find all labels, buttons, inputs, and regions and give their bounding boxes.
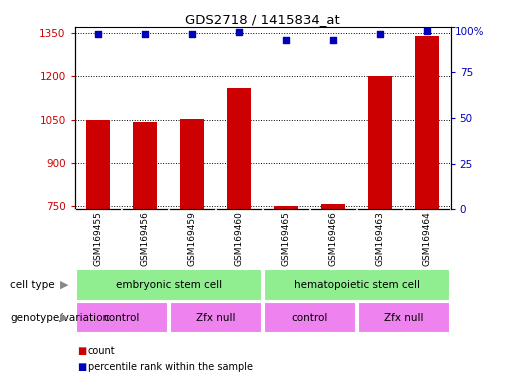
Text: count: count — [88, 346, 115, 356]
Text: GSM169464: GSM169464 — [423, 211, 432, 266]
Point — [423, 28, 431, 34]
Bar — [76, 302, 168, 333]
Text: GSM169463: GSM169463 — [375, 211, 385, 266]
Text: ■: ■ — [77, 346, 87, 356]
Text: genotype/variation: genotype/variation — [10, 313, 109, 323]
Point — [188, 31, 196, 37]
Text: control: control — [104, 313, 140, 323]
Text: ▶: ▶ — [60, 280, 68, 290]
Text: GSM169465: GSM169465 — [282, 211, 290, 266]
Bar — [180, 119, 204, 209]
Bar — [228, 88, 251, 209]
Bar — [264, 270, 450, 301]
Text: GSM169466: GSM169466 — [329, 211, 338, 266]
Point — [235, 29, 243, 35]
Text: Zfx null: Zfx null — [384, 313, 423, 323]
Bar — [133, 122, 157, 209]
Point — [329, 36, 337, 43]
Bar — [416, 36, 439, 209]
Bar — [357, 302, 450, 333]
Text: control: control — [291, 313, 328, 323]
Text: ▶: ▶ — [60, 313, 68, 323]
Text: percentile rank within the sample: percentile rank within the sample — [88, 362, 252, 372]
Text: GSM169455: GSM169455 — [94, 211, 102, 266]
Point — [141, 31, 149, 37]
Text: ■: ■ — [77, 362, 87, 372]
Text: Zfx null: Zfx null — [196, 313, 235, 323]
Text: embryonic stem cell: embryonic stem cell — [115, 280, 222, 290]
Point — [282, 36, 290, 43]
Text: GSM169460: GSM169460 — [235, 211, 244, 266]
Bar — [76, 270, 262, 301]
Bar — [274, 206, 298, 209]
Title: GDS2718 / 1415834_at: GDS2718 / 1415834_at — [185, 13, 340, 26]
Text: GSM169456: GSM169456 — [141, 211, 150, 266]
Text: hematopoietic stem cell: hematopoietic stem cell — [294, 280, 420, 290]
Point — [376, 31, 384, 37]
Point — [94, 31, 102, 37]
Text: cell type: cell type — [10, 280, 55, 290]
Bar — [264, 302, 356, 333]
Bar — [368, 76, 392, 209]
Bar — [321, 204, 345, 209]
Bar — [169, 302, 262, 333]
Text: GSM169459: GSM169459 — [187, 211, 197, 266]
Text: 100%: 100% — [454, 27, 484, 37]
Bar — [87, 119, 110, 209]
